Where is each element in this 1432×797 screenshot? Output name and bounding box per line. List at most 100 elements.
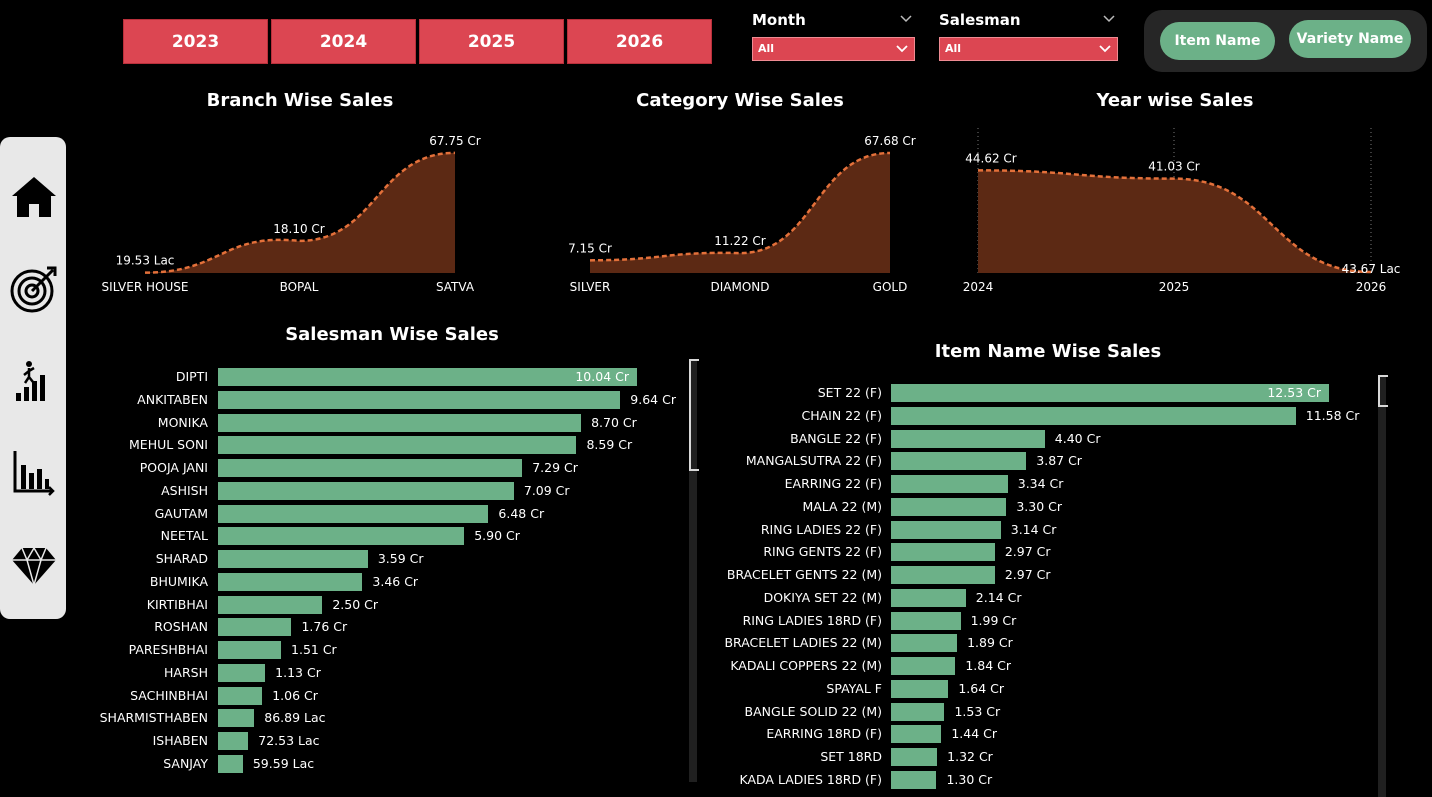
- bar-row[interactable]: BANGLE SOLID 22 (M) 1.53 Cr: [700, 702, 1380, 721]
- year-button-2025[interactable]: 2025: [419, 19, 564, 64]
- bar[interactable]: [218, 504, 489, 523]
- bar-row[interactable]: ISHABEN 72.53 Lac: [0, 732, 690, 750]
- bar-row[interactable]: SHARMISTHABEN 86.89 Lac: [0, 709, 690, 728]
- bar-row[interactable]: DIPTI 10.04 Cr: [0, 368, 690, 386]
- bar-row[interactable]: MONIKA 8.70 Cr: [0, 413, 690, 432]
- bar[interactable]: [891, 406, 1296, 425]
- bar[interactable]: [891, 770, 937, 789]
- bar[interactable]: [891, 634, 958, 653]
- bar-row[interactable]: SPAYAL F 1.64 Cr: [700, 679, 1380, 698]
- bar[interactable]: [891, 566, 995, 584]
- bar-row[interactable]: SET 18RD 1.32 Cr: [700, 748, 1380, 766]
- month-dropdown-value: All: [758, 42, 775, 55]
- home-icon[interactable]: [9, 172, 59, 222]
- bar[interactable]: [218, 413, 582, 432]
- category-label: SATVA: [436, 280, 475, 294]
- bar[interactable]: [891, 452, 1027, 471]
- variety-name-button[interactable]: Variety Name: [1289, 20, 1411, 58]
- bar-row[interactable]: KIRTIBHAI 2.50 Cr: [0, 595, 690, 614]
- chevron-down-icon[interactable]: [899, 12, 913, 26]
- bar[interactable]: [891, 497, 1007, 516]
- bar-row[interactable]: MANGALSUTRA 22 (F) 3.87 Cr: [700, 452, 1380, 471]
- item-name-button[interactable]: Item Name: [1160, 22, 1275, 60]
- bar[interactable]: [891, 588, 966, 607]
- bar[interactable]: [218, 709, 255, 728]
- item-scrollbar-track[interactable]: [1378, 376, 1386, 797]
- bar-row[interactable]: RING LADIES 22 (F) 3.14 Cr: [700, 520, 1380, 539]
- bar-row[interactable]: ASHISH 7.09 Cr: [0, 481, 690, 500]
- bar[interactable]: [891, 520, 1001, 539]
- bar[interactable]: [218, 481, 514, 500]
- bar-category-label: MEHUL SONI: [129, 437, 208, 453]
- bar-row[interactable]: BANGLE 22 (F) 4.40 Cr: [700, 429, 1380, 448]
- bar[interactable]: [218, 595, 323, 614]
- bar[interactable]: [891, 679, 949, 698]
- bar-row[interactable]: NEETAL 5.90 Cr: [0, 527, 690, 546]
- year-button-2024[interactable]: 2024: [271, 19, 416, 64]
- bar-row[interactable]: BRACELET LADIES 22 (M) 1.89 Cr: [700, 634, 1380, 653]
- bar-row[interactable]: KADALI COPPERS 22 (M) 1.84 Cr: [700, 657, 1380, 675]
- salesman-scrollbar-track[interactable]: [689, 360, 697, 782]
- chevron-down-icon[interactable]: [1102, 12, 1116, 26]
- bar[interactable]: [218, 572, 363, 591]
- target-icon[interactable]: [9, 264, 59, 314]
- bar-chart-icon[interactable]: [9, 447, 59, 497]
- bar-row[interactable]: SHARAD 3.59 Cr: [0, 550, 690, 568]
- bar[interactable]: [891, 384, 1329, 402]
- bar[interactable]: [891, 611, 961, 630]
- bar[interactable]: [218, 618, 292, 637]
- bar[interactable]: [891, 748, 938, 766]
- bar[interactable]: [218, 368, 637, 386]
- bar-row[interactable]: MALA 22 (M) 3.30 Cr: [700, 497, 1380, 516]
- salesman-scrollbar-thumb[interactable]: [689, 359, 699, 471]
- bar-row[interactable]: SACHINBHAI 1.06 Cr: [0, 686, 690, 705]
- bar-row[interactable]: RING GENTS 22 (F) 2.97 Cr: [700, 543, 1380, 562]
- bar[interactable]: [891, 543, 995, 562]
- bar[interactable]: [891, 702, 945, 721]
- bar[interactable]: [218, 459, 523, 477]
- bar[interactable]: [218, 436, 577, 455]
- bar-row[interactable]: BHUMIKA 3.46 Cr: [0, 572, 690, 591]
- year-button-2023[interactable]: 2023: [123, 19, 268, 64]
- bar[interactable]: [218, 686, 263, 705]
- bar-row[interactable]: EARRING 22 (F) 3.34 Cr: [700, 475, 1380, 493]
- bar-category-label: RING LADIES 18RD (F): [742, 612, 882, 628]
- year-button-2026[interactable]: 2026: [567, 19, 712, 64]
- bar-row[interactable]: HARSH 1.13 Cr: [0, 663, 690, 682]
- bar-row[interactable]: MEHUL SONI 8.59 Cr: [0, 436, 690, 455]
- bar-category-label: EARRING 22 (F): [784, 476, 882, 491]
- bar-row[interactable]: SET 22 (F) 12.53 Cr: [700, 384, 1380, 402]
- item-scrollbar-thumb[interactable]: [1378, 375, 1388, 407]
- bar-row[interactable]: ROSHAN 1.76 Cr: [0, 618, 690, 637]
- diamond-icon[interactable]: [9, 540, 59, 590]
- bar[interactable]: [218, 754, 243, 773]
- bar[interactable]: [891, 475, 1008, 493]
- bar[interactable]: [891, 725, 942, 744]
- bar-category-label: ANKITABEN: [137, 391, 208, 407]
- bar[interactable]: [218, 641, 282, 659]
- bar[interactable]: [218, 663, 266, 682]
- salesman-dropdown-value: All: [945, 42, 962, 55]
- bar-row[interactable]: CHAIN 22 (F) 11.58 Cr: [700, 406, 1380, 425]
- bar-row[interactable]: GAUTAM 6.48 Cr: [0, 504, 690, 523]
- bar-row[interactable]: POOJA JANI 7.29 Cr: [0, 459, 690, 477]
- bar-row[interactable]: KADA LADIES 18RD (F) 1.30 Cr: [700, 770, 1380, 789]
- bar[interactable]: [218, 390, 621, 409]
- bar-value-label: 1.51 Cr: [291, 642, 337, 657]
- salesman-dropdown[interactable]: All: [939, 37, 1118, 61]
- bar[interactable]: [218, 732, 249, 750]
- bar-row[interactable]: RING LADIES 18RD (F) 1.99 Cr: [700, 611, 1380, 630]
- bar[interactable]: [891, 657, 956, 675]
- bar-row[interactable]: PARESHBHAI 1.51 Cr: [0, 641, 690, 659]
- bar-row[interactable]: EARRING 18RD (F) 1.44 Cr: [700, 725, 1380, 744]
- growth-icon[interactable]: [9, 357, 59, 407]
- bar-row[interactable]: SANJAY 59.59 Lac: [0, 754, 690, 773]
- month-dropdown[interactable]: All: [752, 37, 915, 61]
- bar-value-label: 11.58 Cr: [1305, 407, 1360, 423]
- bar-row[interactable]: BRACELET GENTS 22 (M) 2.97 Cr: [700, 566, 1380, 584]
- bar-row[interactable]: DOKIYA SET 22 (M) 2.14 Cr: [700, 588, 1380, 607]
- bar-row[interactable]: ANKITABEN 9.64 Cr: [0, 390, 690, 409]
- bar[interactable]: [218, 527, 465, 546]
- bar[interactable]: [218, 550, 368, 568]
- bar[interactable]: [891, 429, 1045, 448]
